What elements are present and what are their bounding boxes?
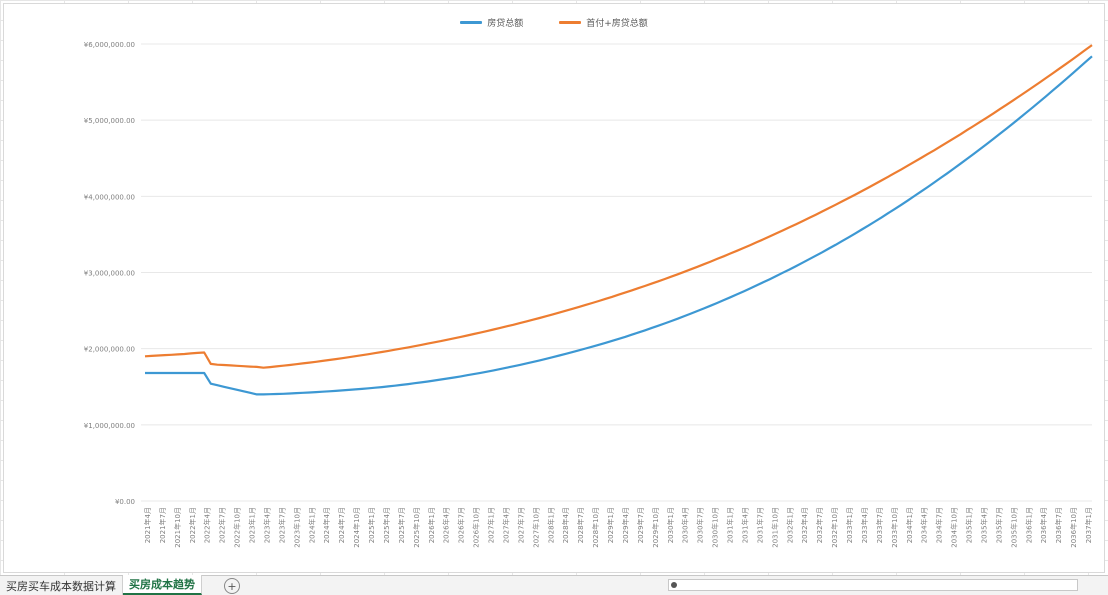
x-tick-label: 2021年7月 — [158, 507, 167, 543]
x-tick-label: 2026年7月 — [457, 507, 466, 543]
x-tick-label: 2027年10月 — [531, 507, 540, 548]
x-tick-label: 2033年4月 — [860, 507, 869, 543]
x-tick-label: 2024年10月 — [352, 507, 361, 548]
x-tick-label: 2030年10月 — [711, 507, 720, 548]
x-tick-label: 2036年4月 — [1039, 507, 1048, 543]
chart-area[interactable]: ¥0.00 ¥1,000,000.00 ¥2,000,000.00 ¥3,000,00… — [3, 3, 1105, 573]
x-tick-label: 2033年10月 — [890, 507, 899, 548]
x-tick-label: 2021年10月 — [173, 507, 182, 548]
x-tick-label: 2027年7月 — [516, 507, 525, 543]
x-tick-label: 2029年7月 — [636, 507, 645, 543]
x-tick-label: 2035年4月 — [979, 507, 988, 543]
line-chart: ¥0.00 ¥1,000,000.00 ¥2,000,000.00 ¥3,000,00… — [84, 41, 1093, 548]
x-tick-label: 2034年1月 — [905, 507, 914, 543]
y-tick-label: ¥2,000,000.00 — [84, 346, 135, 354]
x-tick-label: 2024年4月 — [322, 507, 331, 543]
sheet-tab-bar: 买房买车成本数据计算 买房成本趋势 + ⋮ — [0, 575, 1108, 595]
legend-item-series2: 首付+房贷总额 — [559, 16, 648, 29]
legend-swatch-series2 — [559, 21, 582, 24]
y-tick-label: ¥0.00 — [115, 498, 135, 506]
legend-label-series1: 房贷总额 — [487, 19, 524, 29]
sheet-tab-label: 买房买车成本数据计算 — [6, 579, 116, 593]
x-tick-label: 2034年7月 — [935, 507, 944, 543]
x-tick-label: 2032年10月 — [830, 507, 839, 548]
add-sheet-icon[interactable]: + — [224, 578, 240, 594]
x-tick-label: 2029年1月 — [606, 507, 615, 543]
y-tick-label: ¥4,000,000.00 — [84, 193, 135, 201]
x-tick-label: 2027年4月 — [501, 507, 510, 543]
x-tick-label: 2028年1月 — [546, 507, 555, 543]
x-tick-label: 2028年7月 — [576, 507, 585, 543]
sheet-tab-cost-trend[interactable]: 买房成本趋势 — [123, 575, 202, 595]
x-tick-label: 2024年7月 — [337, 507, 346, 543]
x-tick-label: 2022年10月 — [233, 507, 242, 548]
x-tick-label: 2025年7月 — [397, 507, 406, 543]
x-tick-label: 2036年10月 — [1069, 507, 1078, 548]
legend-label-series2: 首付+房贷总额 — [586, 19, 648, 29]
sheet-tab-label: 买房成本趋势 — [129, 578, 195, 591]
y-tick-label: ¥1,000,000.00 — [84, 422, 135, 430]
x-tick-label: 2023年4月 — [262, 507, 271, 543]
x-tick-label: 2029年10月 — [651, 507, 660, 548]
x-tick-label: 2032年1月 — [785, 507, 794, 543]
x-tick-label: 2028年4月 — [561, 507, 570, 543]
x-tick-label: 2030年1月 — [666, 507, 675, 543]
x-tick-label: 2026年10月 — [472, 507, 481, 548]
y-tick-label: ¥3,000,000.00 — [84, 270, 135, 278]
x-tick-label: 2034年4月 — [920, 507, 929, 543]
x-tick-label: 2026年1月 — [427, 507, 436, 543]
x-tick-label: 2022年7月 — [218, 507, 227, 543]
x-tick-label: 2031年1月 — [726, 507, 735, 543]
x-tick-label: 2028年10月 — [591, 507, 600, 548]
sheet-tab-cost-data[interactable]: 买房买车成本数据计算 — [0, 576, 123, 595]
x-tick-label: 2035年7月 — [994, 507, 1003, 543]
horizontal-scrollbar[interactable] — [668, 579, 1078, 591]
x-tick-label: 2023年7月 — [277, 507, 286, 543]
x-tick-label: 2029年4月 — [621, 507, 630, 543]
x-tick-label: 2025年10月 — [412, 507, 421, 548]
x-tick-label: 2025年4月 — [382, 507, 391, 543]
x-tick-label: 2022年4月 — [203, 507, 212, 543]
scroll-thumb-icon[interactable] — [671, 582, 677, 588]
x-tick-label: 2036年7月 — [1054, 507, 1063, 543]
x-tick-label: 2031年7月 — [755, 507, 764, 543]
x-tick-label: 2034年10月 — [950, 507, 959, 548]
x-tick-label: 2024年1月 — [307, 507, 316, 543]
x-tick-label: 2025年1月 — [367, 507, 376, 543]
x-tick-label: 2030年4月 — [681, 507, 690, 543]
series-line-1 — [145, 55, 1093, 396]
x-tick-label: 2033年1月 — [845, 507, 854, 543]
x-tick-label: 2037年1月 — [1084, 507, 1093, 543]
x-tick-label: 2032年7月 — [815, 507, 824, 543]
x-tick-label: 2031年10月 — [770, 507, 779, 548]
legend-item-series1: 房贷总额 — [460, 16, 523, 29]
x-tick-label: 2036年1月 — [1024, 507, 1033, 543]
x-tick-label: 2035年10月 — [1009, 507, 1018, 548]
chart-legend: 房贷总额 首付+房贷总额 — [4, 16, 1104, 29]
x-tick-label: 2033年7月 — [875, 507, 884, 543]
x-tick-label: 2031年4月 — [740, 507, 749, 543]
x-tick-label: 2021年4月 — [143, 507, 152, 543]
y-tick-label: ¥6,000,000.00 — [84, 41, 135, 49]
x-tick-label: 2023年1月 — [248, 507, 257, 543]
x-tick-label: 2035年1月 — [965, 507, 974, 543]
x-tick-label: 2026年4月 — [442, 507, 451, 543]
x-tick-label: 2027年1月 — [487, 507, 496, 543]
y-tick-label: ¥5,000,000.00 — [84, 117, 135, 125]
x-tick-label: 2032年4月 — [800, 507, 809, 543]
series-line-2 — [144, 44, 1093, 369]
x-tick-label: 2022年1月 — [188, 507, 197, 543]
x-tick-label: 2030年7月 — [696, 507, 705, 543]
legend-swatch-series1 — [460, 21, 483, 24]
x-tick-label: 2023年10月 — [292, 507, 301, 548]
